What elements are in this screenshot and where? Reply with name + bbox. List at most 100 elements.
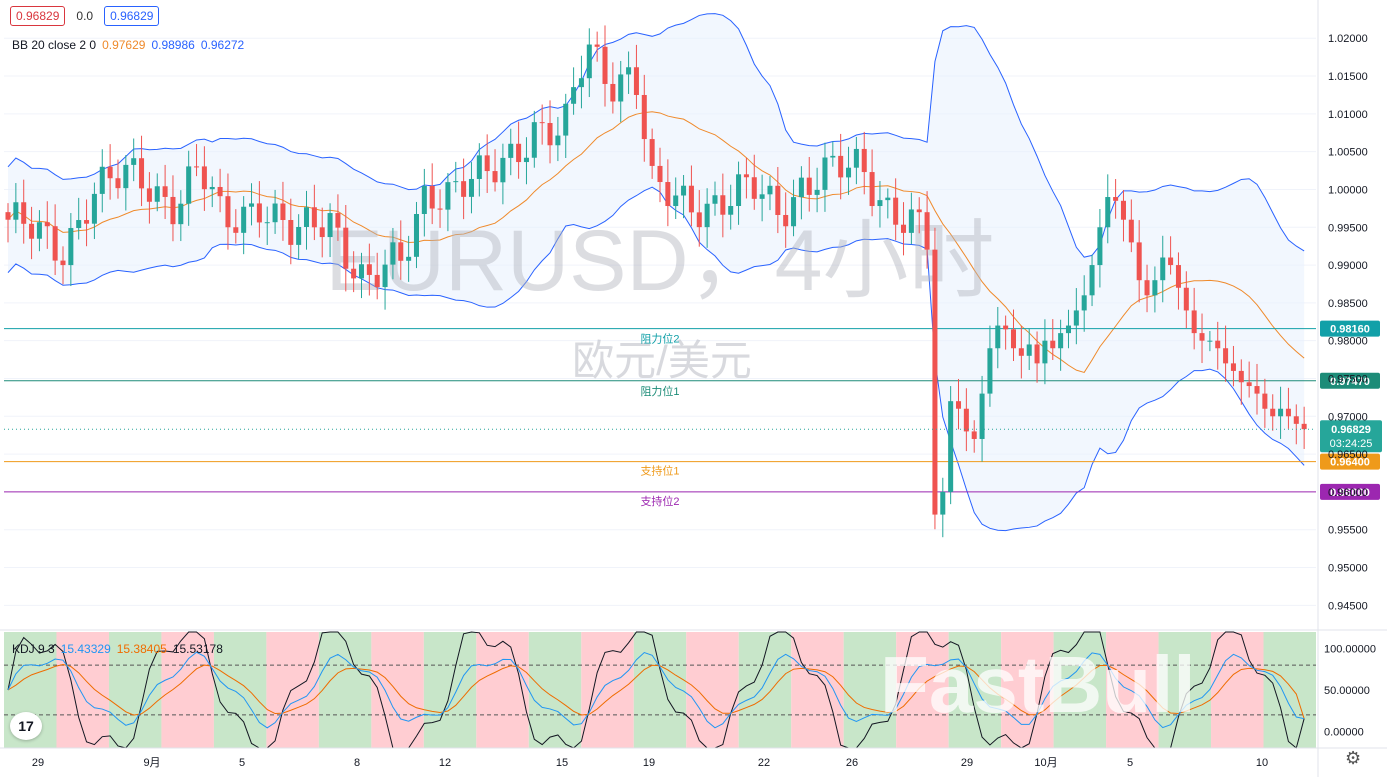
candle-body <box>728 205 734 215</box>
candle-body <box>798 177 804 198</box>
candle-body <box>186 166 192 204</box>
subtitle-watermark: 欧元/美元 <box>572 337 752 384</box>
gear-icon[interactable]: ⚙ <box>1345 748 1362 768</box>
candle-body <box>995 325 1001 349</box>
candle-body <box>1183 287 1189 311</box>
candle-body <box>5 212 11 220</box>
candle-body <box>398 242 404 261</box>
candle-body <box>1089 265 1095 296</box>
candle-body <box>1238 370 1244 383</box>
kdj-legend[interactable]: KDJ 9 3 15.43329 15.38405 15.53178 <box>12 642 223 656</box>
candle-body <box>1262 393 1268 409</box>
candle-body <box>492 171 498 183</box>
kdj-background-band <box>686 632 739 748</box>
candle-body <box>484 155 490 172</box>
time-tick-label: 8 <box>354 757 360 769</box>
candle-body <box>822 157 828 190</box>
kdj-background-band <box>581 632 634 748</box>
bb-upper-line <box>7 13 1305 258</box>
candle-body <box>382 264 388 288</box>
close-price-chip[interactable]: 0.96829 <box>10 6 66 26</box>
kdj-tick-label: 100.00000 <box>1324 644 1376 656</box>
time-tick-label: 10月 <box>1034 757 1057 769</box>
candle-body <box>838 155 844 178</box>
candle-body <box>413 213 419 257</box>
candle-body <box>901 224 907 233</box>
bid-price-chip[interactable]: 0.96829 <box>104 6 160 26</box>
level-tag <box>1320 453 1380 470</box>
level-tag <box>1320 372 1380 389</box>
time-tick-label: 10 <box>1256 757 1268 769</box>
candle-body <box>673 195 679 207</box>
candle-body <box>1285 408 1291 417</box>
kdj-tick-label: 0.00000 <box>1324 726 1364 738</box>
price-tick-label: 1.00500 <box>1328 147 1368 159</box>
candle-body <box>445 182 451 210</box>
candle-body <box>21 202 27 224</box>
candle-body <box>421 185 427 214</box>
candle-body <box>696 212 702 228</box>
tradingview-logo[interactable]: 17 <box>10 712 42 740</box>
candle-body <box>1168 257 1174 266</box>
candle-body <box>146 188 152 202</box>
candle-body <box>319 227 325 238</box>
level-tag-label: 0.96400 <box>1330 457 1370 469</box>
candle-body <box>154 186 160 202</box>
kdj-background-band <box>1158 632 1212 748</box>
candle-body <box>563 103 569 136</box>
candle-body <box>751 177 757 199</box>
candle-body <box>280 203 286 221</box>
kdj-background-band <box>1001 632 1054 748</box>
candle-body <box>775 185 781 215</box>
kdj-background-band <box>633 632 687 748</box>
candle-body <box>1026 344 1032 356</box>
candle-body <box>1199 333 1205 341</box>
candle-body <box>1301 423 1307 430</box>
bb-lower-line <box>7 186 1305 532</box>
candle-body <box>264 222 270 224</box>
candle-body <box>374 274 380 288</box>
candle-body <box>759 194 765 199</box>
candle-body <box>1073 310 1079 326</box>
bb-legend[interactable]: BB 20 close 2 0 0.97629 0.98986 0.96272 <box>12 38 244 52</box>
kdj-background-band <box>1106 632 1159 748</box>
brand-watermark: FastBull <box>880 640 1196 729</box>
candle-body <box>791 197 797 227</box>
candle-body <box>162 186 168 197</box>
candle-body <box>194 166 200 168</box>
candle-body <box>170 196 176 225</box>
price-tick-label: 0.97500 <box>1328 373 1368 385</box>
candle-body <box>437 208 443 210</box>
candle-body <box>979 393 985 439</box>
bb-mid-value: 0.97629 <box>102 38 146 52</box>
candle-body <box>1223 348 1229 364</box>
kdj-background-band <box>371 632 424 748</box>
candle-body <box>1042 340 1048 364</box>
price-tick-label: 0.97000 <box>1328 411 1368 423</box>
candle-body <box>924 212 930 250</box>
candle-body <box>1136 242 1142 281</box>
level-tag <box>1320 320 1380 337</box>
candle-body <box>971 431 977 439</box>
candle-body <box>76 220 82 229</box>
kdj-background-band <box>738 632 792 748</box>
candle-body <box>846 167 852 178</box>
candle-body <box>893 197 899 225</box>
price-tick-label: 0.99000 <box>1328 260 1368 272</box>
level-tag-label: 0.97470 <box>1330 376 1370 388</box>
bb-lower-value: 0.96272 <box>200 38 245 52</box>
kdj-d-line <box>7 663 1305 719</box>
candle-body <box>1034 344 1040 364</box>
candle-body <box>531 122 537 158</box>
candle-body <box>256 203 262 223</box>
time-tick-label: 5 <box>239 757 245 769</box>
time-tick-label: 26 <box>846 757 858 769</box>
level-label: 阻力位1 <box>640 384 679 398</box>
candle-body <box>602 46 608 84</box>
candle-body <box>948 401 954 492</box>
price-tick-label: 0.98500 <box>1328 298 1368 310</box>
candle-body <box>555 135 561 146</box>
candle-body <box>351 268 357 279</box>
candle-body <box>987 348 993 394</box>
